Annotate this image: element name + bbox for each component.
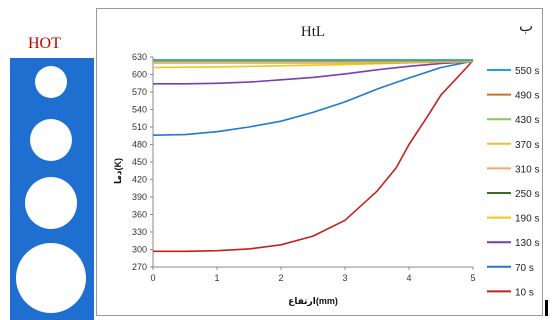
y-tick-label: 600	[132, 70, 147, 80]
y-tick-label: 480	[132, 140, 147, 150]
y-tick-label: 450	[132, 157, 147, 167]
hole-2	[30, 119, 72, 161]
y-tick-label: 570	[132, 87, 147, 97]
y-tick-label: 510	[132, 122, 147, 132]
legend-entry: 550 s	[515, 66, 539, 77]
y-tick-label: 300	[132, 245, 147, 255]
x-tick-label: 3	[342, 273, 347, 283]
legend-entry: 70 s	[515, 263, 534, 274]
legend: 550 s 490 s 430 s 370 s 310 s 250 s 190 s 130 s…	[487, 66, 539, 298]
hot-label: HOT	[28, 35, 61, 52]
series-line-130s	[153, 60, 474, 85]
series-line-70s	[152, 60, 474, 136]
y-axis-label: دما(K)	[113, 158, 123, 184]
legend-entry: 190 s	[515, 214, 539, 225]
legend-entry: 250 s	[515, 189, 539, 200]
x-tick-label: 5	[470, 273, 475, 283]
x-tick-label: 1	[214, 273, 219, 283]
x-axis-label: ارتفاع(mm)	[288, 296, 338, 307]
y-tick-label: 540	[132, 105, 147, 115]
y-tick-label: 390	[132, 192, 147, 202]
temperature-line-chart: ب HtL ارتفاع(mm) دما(K) 270 300 330 360 390 4…	[113, 19, 539, 307]
series-lines	[152, 59, 474, 253]
x-tick-label: 0	[150, 273, 155, 283]
legend-entry: 130 s	[515, 238, 539, 249]
legend-entry: 370 s	[515, 140, 539, 151]
chart-title: HtL	[301, 24, 325, 40]
legend-entry: 310 s	[515, 164, 539, 175]
legend-entry: 10 s	[515, 287, 534, 298]
figure-letter: ب	[519, 19, 533, 35]
y-tick-label: 330	[132, 227, 147, 237]
hole-4	[16, 243, 86, 313]
edge-marker	[545, 300, 548, 316]
y-tick-label: 360	[132, 210, 147, 220]
hole-1	[35, 66, 67, 98]
chart-frame: ب HtL ارتفاع(mm) دما(K) 270 300 330 360 390 4…	[96, 8, 543, 316]
x-tick-label: 4	[406, 273, 411, 283]
legend-entry: 490 s	[515, 91, 539, 102]
y-tick-label: 630	[132, 52, 147, 62]
axes: 270 300 330 360 390 420 450 480 510 540 570 600 630 0…	[132, 52, 476, 283]
hole-3	[25, 177, 77, 229]
legend-entry: 430 s	[515, 115, 539, 126]
hot-plate-panel	[10, 58, 94, 320]
series-line-10s	[153, 59, 474, 253]
x-tick-label: 2	[278, 273, 283, 283]
y-tick-label: 420	[132, 175, 147, 185]
y-tick-label: 270	[132, 262, 147, 272]
